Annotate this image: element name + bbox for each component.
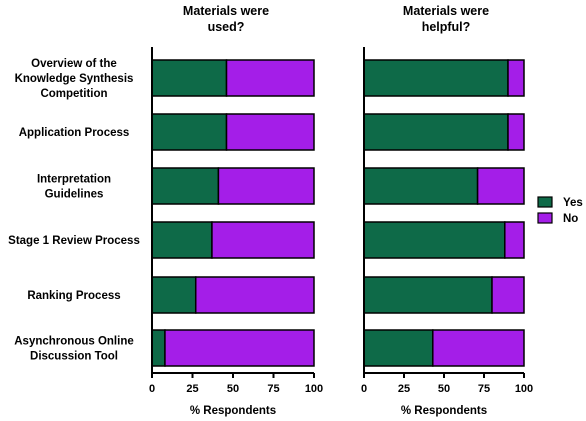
legend-swatch-yes xyxy=(537,196,553,208)
bar-yes xyxy=(151,113,228,151)
category-label: Ranking Process xyxy=(27,290,120,302)
x-tick-label: 75 xyxy=(267,383,279,395)
category-label: Overview of the Knowledge Synthesis Compet… xyxy=(15,58,134,100)
x-tick-label: 0 xyxy=(149,383,155,395)
x-tick-label: 50 xyxy=(438,383,450,395)
bar-no xyxy=(217,167,315,205)
bar-no xyxy=(432,329,525,367)
bar-no xyxy=(504,221,525,259)
bar-yes xyxy=(151,59,228,97)
x-tick-label: 50 xyxy=(227,383,239,395)
legend: Yes No xyxy=(537,196,583,225)
panel-materials-used: Materials were used? 0 25 50 75 100 % Responden… xyxy=(149,4,323,417)
legend-label: No xyxy=(563,213,578,225)
x-tick-label: 25 xyxy=(186,383,198,395)
panel-title: Materials were used? xyxy=(183,4,269,34)
bar-no xyxy=(164,329,315,367)
bar-yes xyxy=(363,276,493,314)
bar-yes xyxy=(363,221,506,259)
x-tick-label: 100 xyxy=(515,383,533,395)
bar-yes xyxy=(363,113,509,151)
bar-no xyxy=(491,276,525,314)
bar-no xyxy=(507,59,525,97)
legend-swatch-no xyxy=(537,212,553,224)
bar-no xyxy=(225,113,315,151)
bar-yes xyxy=(363,59,509,97)
bar-yes xyxy=(151,276,197,314)
x-axis-label: % Respondents xyxy=(190,405,276,417)
bar-yes xyxy=(151,221,213,259)
category-label: Interpretation Guidelines xyxy=(37,174,111,201)
category-labels: Overview of the Knowledge Synthesis Compet… xyxy=(8,58,140,363)
x-tick-label: 100 xyxy=(305,383,323,395)
bar-yes xyxy=(363,167,479,205)
bar-yes xyxy=(151,167,220,205)
bar-no xyxy=(211,221,315,259)
panel-title: Materials were helpful? xyxy=(403,4,489,34)
bar-yes xyxy=(151,329,166,367)
bar-no xyxy=(507,113,525,151)
legend-label: Yes xyxy=(563,197,583,209)
x-tick-label: 25 xyxy=(398,383,410,395)
category-label: Stage 1 Review Process xyxy=(8,235,140,247)
bar-no xyxy=(225,59,315,97)
x-axis-label: % Respondents xyxy=(401,405,487,417)
x-tick-label: 75 xyxy=(478,383,490,395)
bar-yes xyxy=(363,329,434,367)
panel-materials-helpful: Materials were helpful? 0 25 50 75 100 % Respon… xyxy=(361,4,533,417)
category-label: Asynchronous Online Discussion Tool xyxy=(14,336,134,363)
category-label: Application Process xyxy=(19,127,130,139)
bar-no xyxy=(194,276,315,314)
x-tick-label: 0 xyxy=(361,383,367,395)
bar-no xyxy=(476,167,525,205)
